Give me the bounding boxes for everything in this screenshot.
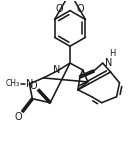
Text: N: N bbox=[26, 79, 33, 89]
Text: CH₃: CH₃ bbox=[5, 79, 19, 88]
Text: O: O bbox=[77, 4, 85, 14]
Text: N: N bbox=[53, 65, 61, 75]
Text: O: O bbox=[55, 4, 63, 14]
Text: N: N bbox=[105, 58, 112, 68]
Text: O: O bbox=[15, 112, 22, 122]
Text: O: O bbox=[30, 81, 37, 91]
Text: H: H bbox=[110, 49, 116, 58]
